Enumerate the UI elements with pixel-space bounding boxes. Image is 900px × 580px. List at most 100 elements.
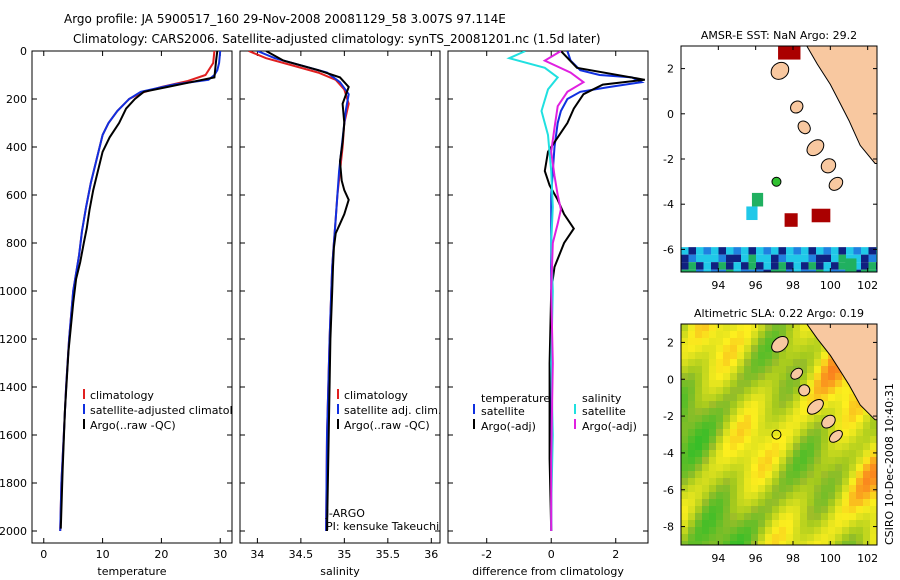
sla-cell — [695, 324, 703, 332]
sla-cell — [779, 443, 787, 451]
sla-cell — [716, 394, 724, 402]
sla-cell — [835, 443, 843, 451]
sst-cell — [861, 269, 869, 272]
sst-cell — [718, 262, 726, 270]
sla-cell — [765, 478, 773, 486]
sla-cell — [779, 429, 787, 437]
sla-cell — [828, 471, 836, 479]
sla-cell — [779, 464, 787, 472]
sla-cell — [821, 541, 829, 545]
sla-cell — [758, 457, 766, 465]
sla-cell — [723, 450, 731, 458]
sla-cell — [772, 366, 780, 374]
sla-cell — [807, 464, 815, 472]
sla-cell — [702, 401, 710, 409]
sla-cell — [681, 415, 689, 423]
sla-cell — [758, 492, 766, 500]
sla-cell — [779, 499, 787, 507]
sla-cell — [856, 541, 864, 545]
plot-frame — [239, 50, 441, 544]
sla-cell — [723, 520, 731, 528]
sla-cell — [702, 520, 710, 528]
sla-cell — [835, 492, 843, 500]
sla-cell — [688, 443, 696, 451]
sla-cell — [737, 450, 745, 458]
sla-cell — [863, 450, 871, 458]
sla-cell — [849, 485, 857, 493]
sla-cell — [870, 443, 877, 451]
sla-cell — [814, 464, 822, 472]
sla-cell — [779, 380, 787, 388]
sla-cell — [709, 345, 717, 353]
sla-cell — [688, 387, 696, 395]
sla-cell — [807, 387, 815, 395]
sla-cell — [814, 415, 822, 423]
sst-cell — [786, 269, 794, 272]
sla-cell — [758, 478, 766, 486]
sla-cell — [709, 513, 717, 521]
sst-cell — [838, 247, 846, 255]
sla-cell — [765, 345, 773, 353]
sla-cell — [842, 464, 850, 472]
sla-cell — [807, 366, 815, 374]
sla-cell — [772, 380, 780, 388]
sla-cell — [688, 324, 696, 332]
sst-cell — [733, 247, 741, 255]
sla-cell — [730, 492, 738, 500]
y-tick-label: -6 — [663, 243, 674, 256]
sla-cell — [772, 450, 780, 458]
sla-cell — [793, 352, 801, 360]
sla-cell — [779, 331, 787, 339]
sla-cell — [695, 331, 703, 339]
sst-cell — [688, 254, 696, 263]
sla-cell — [772, 457, 780, 465]
sla-cell — [814, 352, 822, 360]
sla-cell — [786, 443, 794, 451]
sla-cell — [800, 429, 808, 437]
sst-map-panel: 94 96 98 100 102 2 0 -2 -4 -6 AMSR-E SST: NaN Argo… — [663, 29, 878, 292]
sla-cell — [814, 345, 822, 353]
sla-cell — [870, 520, 877, 528]
sla-cell — [716, 506, 724, 514]
sla-cell — [688, 373, 696, 381]
sla-cell — [856, 492, 864, 500]
header-line2: Climatology: CARS2006. Satellite-adjuste… — [73, 32, 601, 46]
sla-cell — [814, 492, 822, 500]
sla-cell — [800, 380, 808, 388]
x-tick-label: 94 — [711, 552, 725, 565]
legend-header: temperature — [481, 392, 550, 405]
sla-cell — [765, 520, 773, 528]
y-tick-label: 1200 — [0, 333, 27, 346]
sla-cell — [863, 506, 871, 514]
sla-cell — [800, 492, 808, 500]
sla-cell — [786, 422, 794, 430]
sla-cell — [737, 485, 745, 493]
sla-cell — [870, 422, 877, 430]
sla-cell — [814, 485, 822, 493]
sla-cell — [702, 527, 710, 535]
sla-cell — [737, 387, 745, 395]
y-tick-label: -2 — [663, 153, 674, 166]
sla-cell — [702, 366, 710, 374]
sla-cell — [723, 492, 731, 500]
sla-cell — [800, 394, 808, 402]
sla-cell — [695, 422, 703, 430]
sla-cell — [751, 436, 759, 444]
sla-cell — [842, 520, 850, 528]
sla-cell — [737, 401, 745, 409]
sla-cell — [716, 436, 724, 444]
sla-cell — [779, 457, 787, 465]
sla-cell — [779, 394, 787, 402]
sla-cell — [709, 401, 717, 409]
sla-cell — [688, 429, 696, 437]
sst-cell — [748, 262, 756, 270]
sst-cell — [808, 262, 816, 270]
sla-cell — [800, 464, 808, 472]
sla-cell — [849, 527, 857, 535]
sla-cell — [758, 380, 766, 388]
sla-cell — [709, 520, 717, 528]
sla-cell — [828, 366, 836, 374]
sla-cell — [849, 443, 857, 451]
x-tick-label: 98 — [786, 552, 800, 565]
sla-cell — [835, 380, 843, 388]
